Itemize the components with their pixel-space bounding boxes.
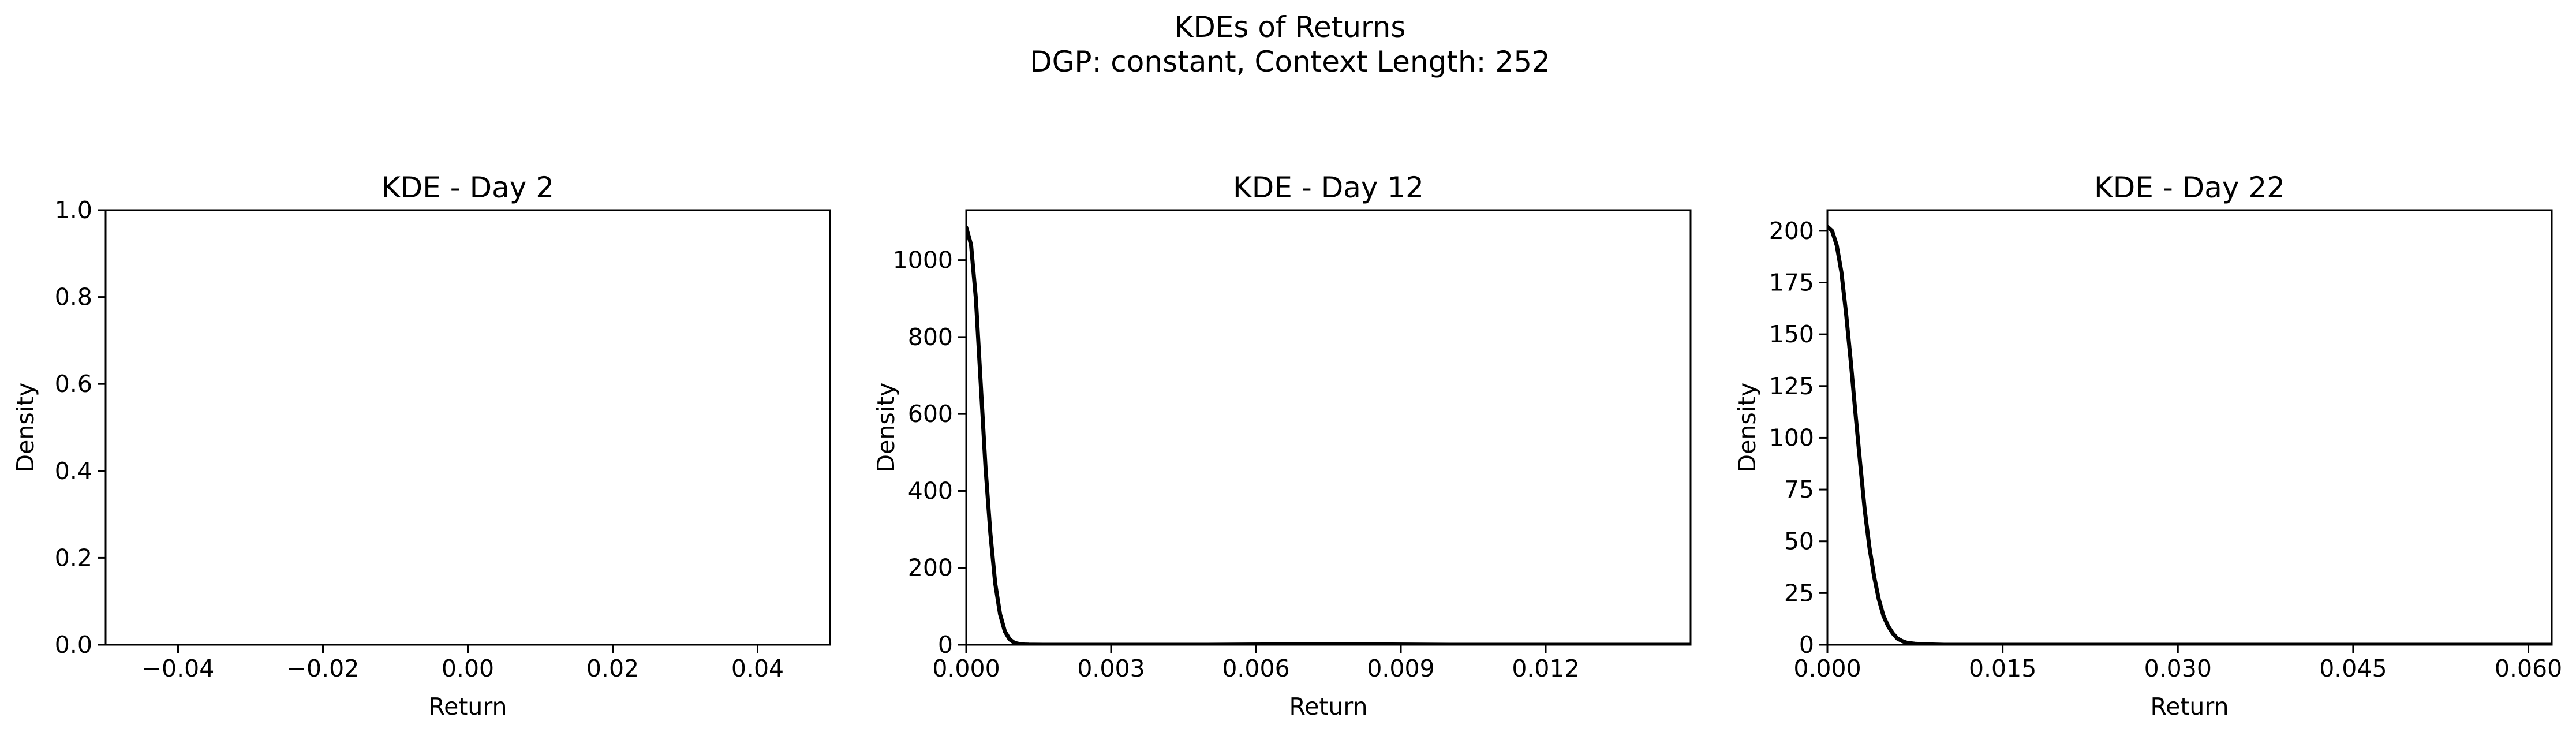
x-axis-label: Return [2150,693,2229,720]
y-tick-label: 0.6 [55,370,92,398]
y-tick-label: 200 [908,554,953,582]
kde-panel-day-22: KDE - Day 22 Return Density 0.000 0.015 0.… [1733,171,2562,720]
y-tick-label: 0.4 [55,457,92,485]
axes-frame [1826,209,2553,646]
x-tick-label: 0.00 [442,655,494,682]
y-tick-label: 600 [908,400,953,428]
kde-line [1827,225,2552,645]
y-tick-label: 100 [1769,424,1814,451]
x-tick-label: 0.02 [586,655,639,682]
kde-panel-day-12: KDE - Day 12 Return Density 0.000 0.003 0.… [872,171,1692,720]
y-tick-label: 175 [1769,269,1814,297]
plot-area: 0.000 0.015 0.030 0.045 0.060 0 25 50 75 100 125 15… [1769,209,2562,682]
panel-title: KDE - Day 22 [2094,171,2285,204]
x-tick-label: 0.000 [932,655,1000,682]
y-tick-label: 0 [1799,631,1814,659]
y-axis-label: Density [12,383,39,473]
y-tick-label: 800 [908,323,953,351]
y-tick-label: 125 [1769,372,1814,400]
plot-area: −0.04 −0.02 0.00 0.02 0.04 0.0 0.2 0.4 0.6 0.8 1.0 [55,196,831,682]
x-tick-label: 0.045 [2319,655,2387,682]
x-axis-label: Return [1289,693,1367,720]
x-tick-label: 0.060 [2495,655,2562,682]
y-tick-label: 0.8 [55,283,92,311]
y-tick-label: 1.0 [55,196,92,224]
x-tick-label: −0.04 [142,655,215,682]
x-tick-label: −0.02 [287,655,360,682]
y-tick-label: 0.2 [55,544,92,571]
panel-title: KDE - Day 12 [1233,171,1424,204]
x-tick-label: 0.012 [1512,655,1579,682]
x-tick-label: 0.009 [1367,655,1434,682]
x-axis-label: Return [428,693,507,720]
y-tick-label: 75 [1784,476,1814,503]
y-tick-label: 400 [908,477,953,505]
kde-panel-day-2: KDE - Day 2 Return Density −0.04 −0.02 0.0… [12,171,831,720]
x-tick-label: 0.04 [731,655,784,682]
x-tick-label: 0.030 [2144,655,2212,682]
y-tick-label: 0 [938,631,953,659]
x-tick-label: 0.015 [1969,655,2036,682]
y-axis-label: Density [872,383,900,473]
y-tick-label: 50 [1784,528,1814,555]
y-tick-label: 1000 [893,246,953,274]
x-tick-label: 0.006 [1222,655,1289,682]
x-tick-label: 0.003 [1077,655,1145,682]
figure-title-line-1: KDEs of Returns [1175,10,1406,44]
axes-frame [965,209,1692,646]
y-tick-label: 25 [1784,579,1814,607]
y-tick-label: 200 [1769,217,1814,245]
y-axis-label: Density [1733,383,1761,473]
panel-title: KDE - Day 2 [382,171,554,204]
plot-area: 0.000 0.003 0.006 0.009 0.012 0 200 400 600 800 10… [893,209,1692,682]
y-tick-label: 0.0 [55,631,92,659]
x-tick-label: 0.000 [1793,655,1861,682]
figure-title-line-2: DGP: constant, Context Length: 252 [1030,45,1550,79]
y-tick-label: 150 [1769,320,1814,348]
